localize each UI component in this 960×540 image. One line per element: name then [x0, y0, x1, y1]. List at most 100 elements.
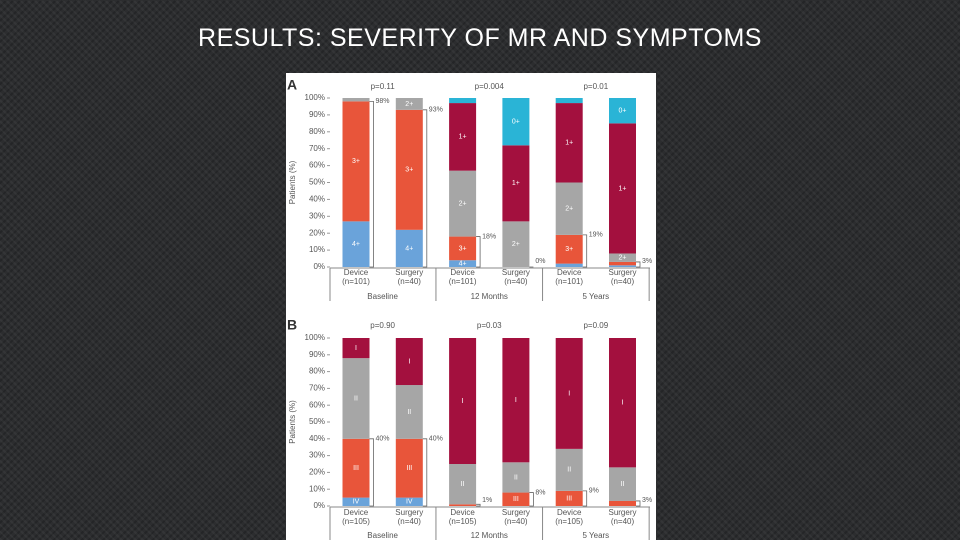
bar-segment — [555, 490, 583, 506]
bar-segment — [395, 438, 423, 498]
y-tick-label: 100% — [305, 93, 325, 102]
bar-segment — [555, 338, 583, 449]
bracket — [529, 492, 534, 507]
y-tick-label: 10% — [309, 245, 325, 254]
bracket-label: 3% — [642, 497, 652, 504]
bracket-label: 93% — [429, 107, 443, 114]
segment-label: 0+ — [619, 108, 627, 115]
bar-segment — [449, 464, 477, 505]
y-axis-title: Patients (%) — [288, 160, 297, 204]
segment-label: 3+ — [459, 245, 467, 252]
bracket-label: 40% — [376, 436, 390, 443]
y-tick-label: 40% — [309, 434, 325, 443]
y-tick-label: 20% — [309, 228, 325, 237]
group-label: 12 Months — [471, 292, 508, 301]
p-value: p=0.11 — [371, 82, 396, 91]
bracket-label: 98% — [376, 98, 390, 105]
bar-segment — [555, 234, 583, 264]
segment-label: 2+ — [512, 241, 520, 248]
segment-label: IV — [353, 499, 360, 506]
x-tick-label-box: Surgery (n=40) — [608, 508, 636, 526]
segment-label: III — [513, 496, 519, 503]
y-tick-label: 0% — [313, 262, 325, 271]
segment-label: III — [406, 465, 412, 472]
x-tick-label-box: Surgery (n=40) — [501, 268, 530, 286]
bracket — [636, 261, 641, 268]
bar-segment — [502, 145, 530, 222]
bar-segment — [502, 221, 530, 267]
bracket-label: 19% — [589, 232, 603, 239]
y-tick-label: 70% — [309, 144, 325, 153]
bar-segment — [609, 253, 636, 262]
bracket — [636, 500, 641, 507]
y-tick-label: 30% — [309, 211, 325, 220]
y-tick-label: 60% — [309, 161, 325, 170]
x-tick-label: Surgery (n=40) — [501, 268, 530, 286]
y-tick-label: 40% — [309, 195, 325, 204]
bar-segment — [609, 98, 636, 124]
group-label: 12 Months — [471, 531, 508, 540]
bar-segment — [395, 385, 423, 439]
x-tick-label: Surgery (n=40) — [501, 508, 530, 526]
x-tick-label: Surgery (n=40) — [395, 268, 424, 286]
p-value: p=0.004 — [475, 82, 505, 91]
bar-segment — [449, 338, 477, 464]
group-label: Baseline — [367, 292, 398, 301]
segment-label: IV — [406, 499, 413, 506]
x-tick-label-box: Device (n=101) — [449, 268, 477, 286]
bar-segment — [342, 438, 370, 498]
segment-label: II — [407, 409, 411, 416]
bar-segment — [502, 98, 530, 146]
bracket — [422, 109, 428, 268]
y-tick-label: 10% — [309, 484, 325, 493]
y-axis-title: Patients (%) — [288, 400, 297, 444]
bar-segment — [609, 500, 636, 506]
x-tick-label-box: Device (n=101) — [555, 268, 583, 286]
segment-label: III — [353, 465, 359, 472]
segment-label: III — [566, 495, 572, 502]
segment-label: I — [355, 345, 357, 352]
segment-label: II — [621, 481, 625, 488]
bar-segment — [502, 492, 530, 506]
segment-label: I — [568, 390, 570, 397]
segment-label: II — [567, 467, 571, 474]
y-tick-label: 30% — [309, 451, 325, 460]
group-label: 5 Years — [582, 531, 609, 540]
segment-label: 2+ — [459, 200, 467, 207]
y-tick-label: 90% — [309, 350, 325, 359]
bar-segment — [395, 338, 423, 386]
slide-title: RESULTS: SEVERITY OF MR AND SYMPTOMS — [198, 24, 762, 52]
bracket — [369, 438, 374, 507]
x-tick-label-box: Device (n=101) — [342, 268, 370, 286]
bar-segment — [555, 98, 583, 104]
bar-segment — [555, 448, 583, 491]
bracket-label: 8% — [535, 489, 545, 496]
p-value: p=0.09 — [583, 321, 608, 330]
segment-label: 1+ — [459, 134, 467, 141]
bracket-label: 9% — [589, 488, 599, 495]
segment-label: 4+ — [352, 241, 360, 248]
bar-segment — [609, 265, 636, 267]
segment-label: 2+ — [565, 206, 573, 213]
segment-label: 1+ — [565, 140, 573, 147]
x-tick-label-box: Device (n=105) — [555, 508, 583, 526]
segment-label: I — [515, 397, 517, 404]
segment-label: 1+ — [512, 180, 520, 187]
segment-label: 3+ — [352, 158, 360, 165]
bar-segment — [502, 462, 530, 493]
bracket — [582, 490, 588, 507]
segment-label: I — [462, 398, 464, 405]
x-tick-label: Surgery (n=40) — [395, 508, 424, 526]
bar-segment — [609, 467, 636, 501]
bar-segment — [609, 338, 636, 468]
p-value: p=0.90 — [370, 321, 395, 330]
y-tick-label: 70% — [309, 384, 325, 393]
bar-segment — [395, 229, 423, 267]
bar-segment — [342, 358, 370, 439]
segment-label: 2+ — [405, 101, 413, 108]
bar-segment — [342, 98, 370, 102]
segment-label: 4+ — [459, 260, 467, 267]
x-tick-label-box: Surgery (n=40) — [395, 508, 424, 526]
bracket — [582, 234, 588, 268]
